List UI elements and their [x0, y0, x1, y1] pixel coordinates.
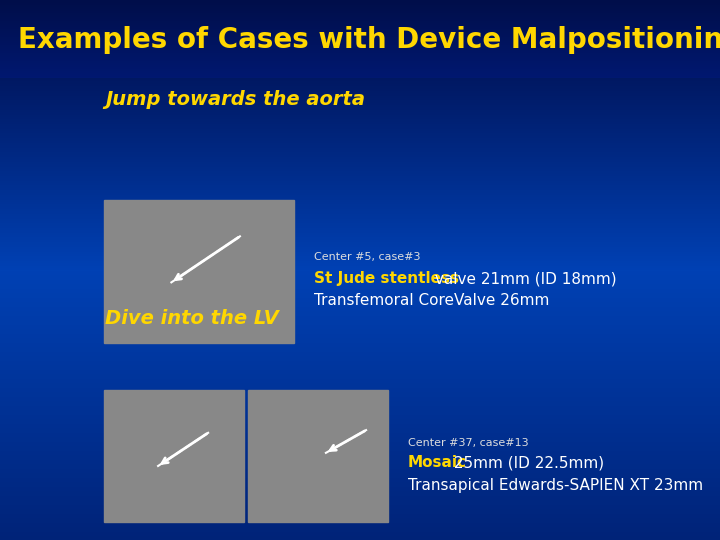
Text: 25mm (ID 22.5mm): 25mm (ID 22.5mm)	[449, 455, 604, 470]
Text: Center #37, case#13: Center #37, case#13	[408, 438, 528, 448]
Text: Jump towards the aorta: Jump towards the aorta	[105, 90, 365, 110]
Text: Transfemoral CoreValve 26mm: Transfemoral CoreValve 26mm	[314, 293, 549, 308]
FancyBboxPatch shape	[104, 390, 244, 522]
Text: Transapical Edwards-SAPIEN XT 23mm: Transapical Edwards-SAPIEN XT 23mm	[408, 477, 703, 492]
Text: St Jude stentless: St Jude stentless	[314, 271, 459, 286]
Text: Center #5, case#3: Center #5, case#3	[314, 252, 420, 262]
FancyBboxPatch shape	[104, 200, 294, 343]
Text: valve 21mm (ID 18mm): valve 21mm (ID 18mm)	[430, 271, 616, 286]
Text: Examples of Cases with Device Malpositioning: Examples of Cases with Device Malpositio…	[18, 26, 720, 55]
Text: Dive into the LV: Dive into the LV	[105, 309, 279, 328]
FancyBboxPatch shape	[0, 0, 720, 78]
Text: Mosaic: Mosaic	[408, 455, 467, 470]
FancyBboxPatch shape	[248, 390, 388, 522]
